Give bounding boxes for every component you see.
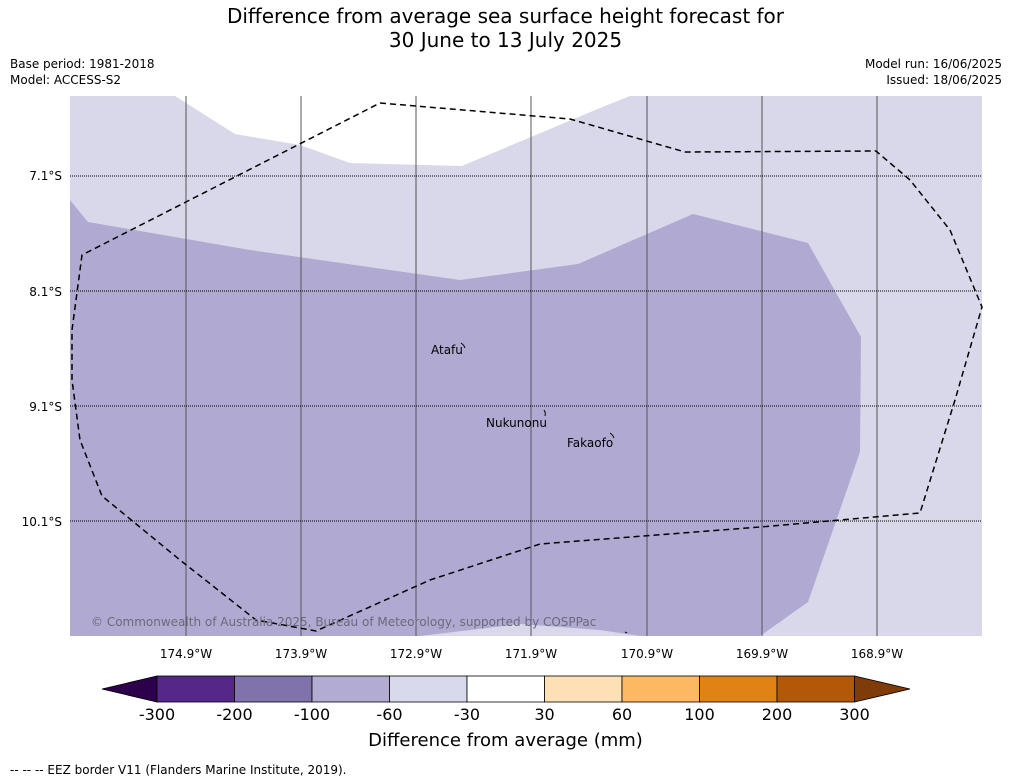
lat-label-1: 7.1°S [29, 169, 62, 183]
colorbar-tick-label: -30 [453, 705, 481, 724]
lat-label-2: 8.1°S [29, 285, 62, 299]
place-label-atafu: Atafu [431, 343, 463, 357]
model-label: Model: ACCESS-S2 [10, 73, 122, 87]
title-line-2: 30 June to 13 July 2025 [388, 28, 623, 52]
low-anomaly-region [70, 200, 861, 636]
colorbar-segment [621, 675, 700, 703]
lon-label-7: 168.9°W [850, 647, 904, 661]
colorbar-segment [776, 675, 855, 703]
colorbar-title: Difference from average (mm) [368, 730, 643, 751]
colorbar-segment [311, 675, 390, 703]
colorbar-tick-label: 300 [839, 705, 870, 724]
small-island [624, 631, 628, 634]
colorbar-tick-label: -100 [293, 705, 331, 724]
nukunonu-island [543, 409, 546, 417]
colorbar-segment [156, 675, 235, 703]
issued-label: Issued: 18/06/2025 [886, 73, 1002, 87]
lon-label-2: 173.9°W [274, 647, 328, 661]
meta-left: Base period: 1981-2018 Model: ACCESS-S2 [10, 56, 155, 88]
colorbar-extend-low [101, 675, 158, 703]
colorbar-segment [466, 675, 545, 703]
meridian-lines [185, 96, 878, 636]
colorbar-tick-label: -60 [376, 705, 403, 724]
colorbar [101, 675, 911, 703]
copyright-notice: © Commonwealth of Australia 2025, Bureau… [91, 615, 597, 629]
eez-footnote: -- -- -- EEZ border V11 (Flanders Marine… [10, 763, 347, 777]
title-line-1: Difference from average sea surface heig… [226, 4, 785, 28]
colorbar-segment [544, 675, 623, 703]
lon-label-4: 171.9°W [504, 647, 558, 661]
colorbar-tick-label: 60 [611, 705, 633, 724]
colorbar-segment [389, 675, 468, 703]
place-label-fakaofo: Fakaofo [567, 436, 614, 450]
neutral-region [175, 96, 630, 166]
atafu-island [460, 342, 466, 349]
parallel-lines [70, 175, 982, 522]
colorbar-tick-label: -200 [216, 705, 253, 724]
bottom-light-region [420, 624, 640, 636]
lon-label-1: 174.9°W [159, 647, 213, 661]
colorbar-tick-label: -300 [138, 705, 176, 724]
lon-label-5: 170.9°W [620, 647, 674, 661]
model-run-label: Model run: 16/06/2025 [864, 57, 1002, 71]
lat-label-4: 10.1°S [21, 515, 62, 529]
place-label-nukunonu: Nukunonu [486, 416, 547, 430]
lon-label-6: 169.9°W [735, 647, 789, 661]
meta-right: Model run: 16/06/2025 Issued: 18/06/2025 [865, 56, 1002, 88]
colorbar-segment [699, 675, 778, 703]
colorbar-segment [234, 675, 313, 703]
lon-label-3: 172.9°W [389, 647, 443, 661]
chart-title: Difference from average sea surface heig… [0, 4, 1011, 52]
colorbar-tick-label: 30 [534, 705, 555, 724]
colorbar-tick-label: 200 [761, 705, 793, 724]
fakaofo-island [609, 432, 615, 439]
colorbar-extend-high [854, 675, 911, 703]
base-period-label: Base period: 1981-2018 [10, 57, 155, 71]
colorbar-tick-label: 100 [684, 705, 715, 724]
lat-label-3: 9.1°S [29, 400, 62, 414]
